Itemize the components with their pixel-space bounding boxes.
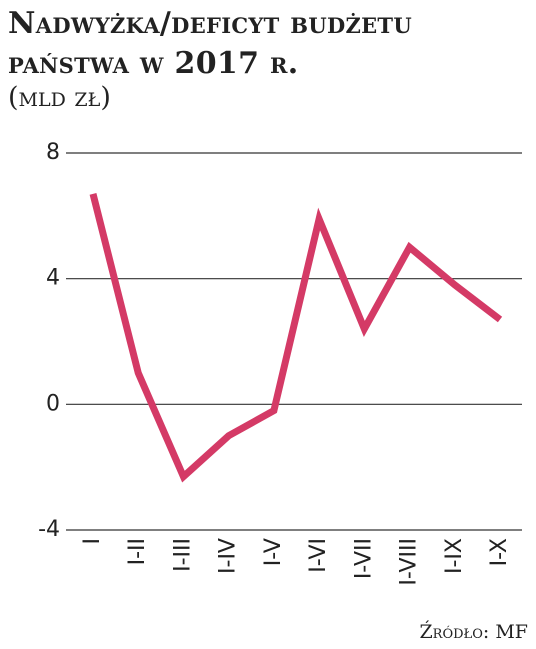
y-tick-label: 0 — [46, 391, 60, 416]
x-tick-label: I — [80, 538, 105, 545]
x-tick-label: I-IV — [216, 538, 241, 574]
x-tick-label: I-VI — [306, 538, 331, 573]
x-tick-label: I-III — [170, 538, 195, 572]
x-tick-label: I-VIII — [397, 538, 422, 586]
y-tick-label: 8 — [46, 140, 60, 165]
y-tick-label: -4 — [38, 517, 60, 542]
chart-subtitle: (mld zł) — [8, 82, 111, 113]
x-tick-label: I-IX — [442, 538, 467, 574]
x-tick-label: I-II — [125, 538, 150, 565]
y-tick-label: 4 — [46, 266, 60, 291]
chart-title: Nadwyżka/deficyt budżetu państwa w 2017 … — [8, 6, 412, 81]
x-tick-label: I-X — [487, 538, 512, 566]
x-tick-label: I-V — [261, 538, 286, 566]
data-line — [89, 192, 503, 483]
x-tick-label: I-VII — [351, 538, 376, 579]
source: Źródło: MF — [419, 620, 528, 643]
